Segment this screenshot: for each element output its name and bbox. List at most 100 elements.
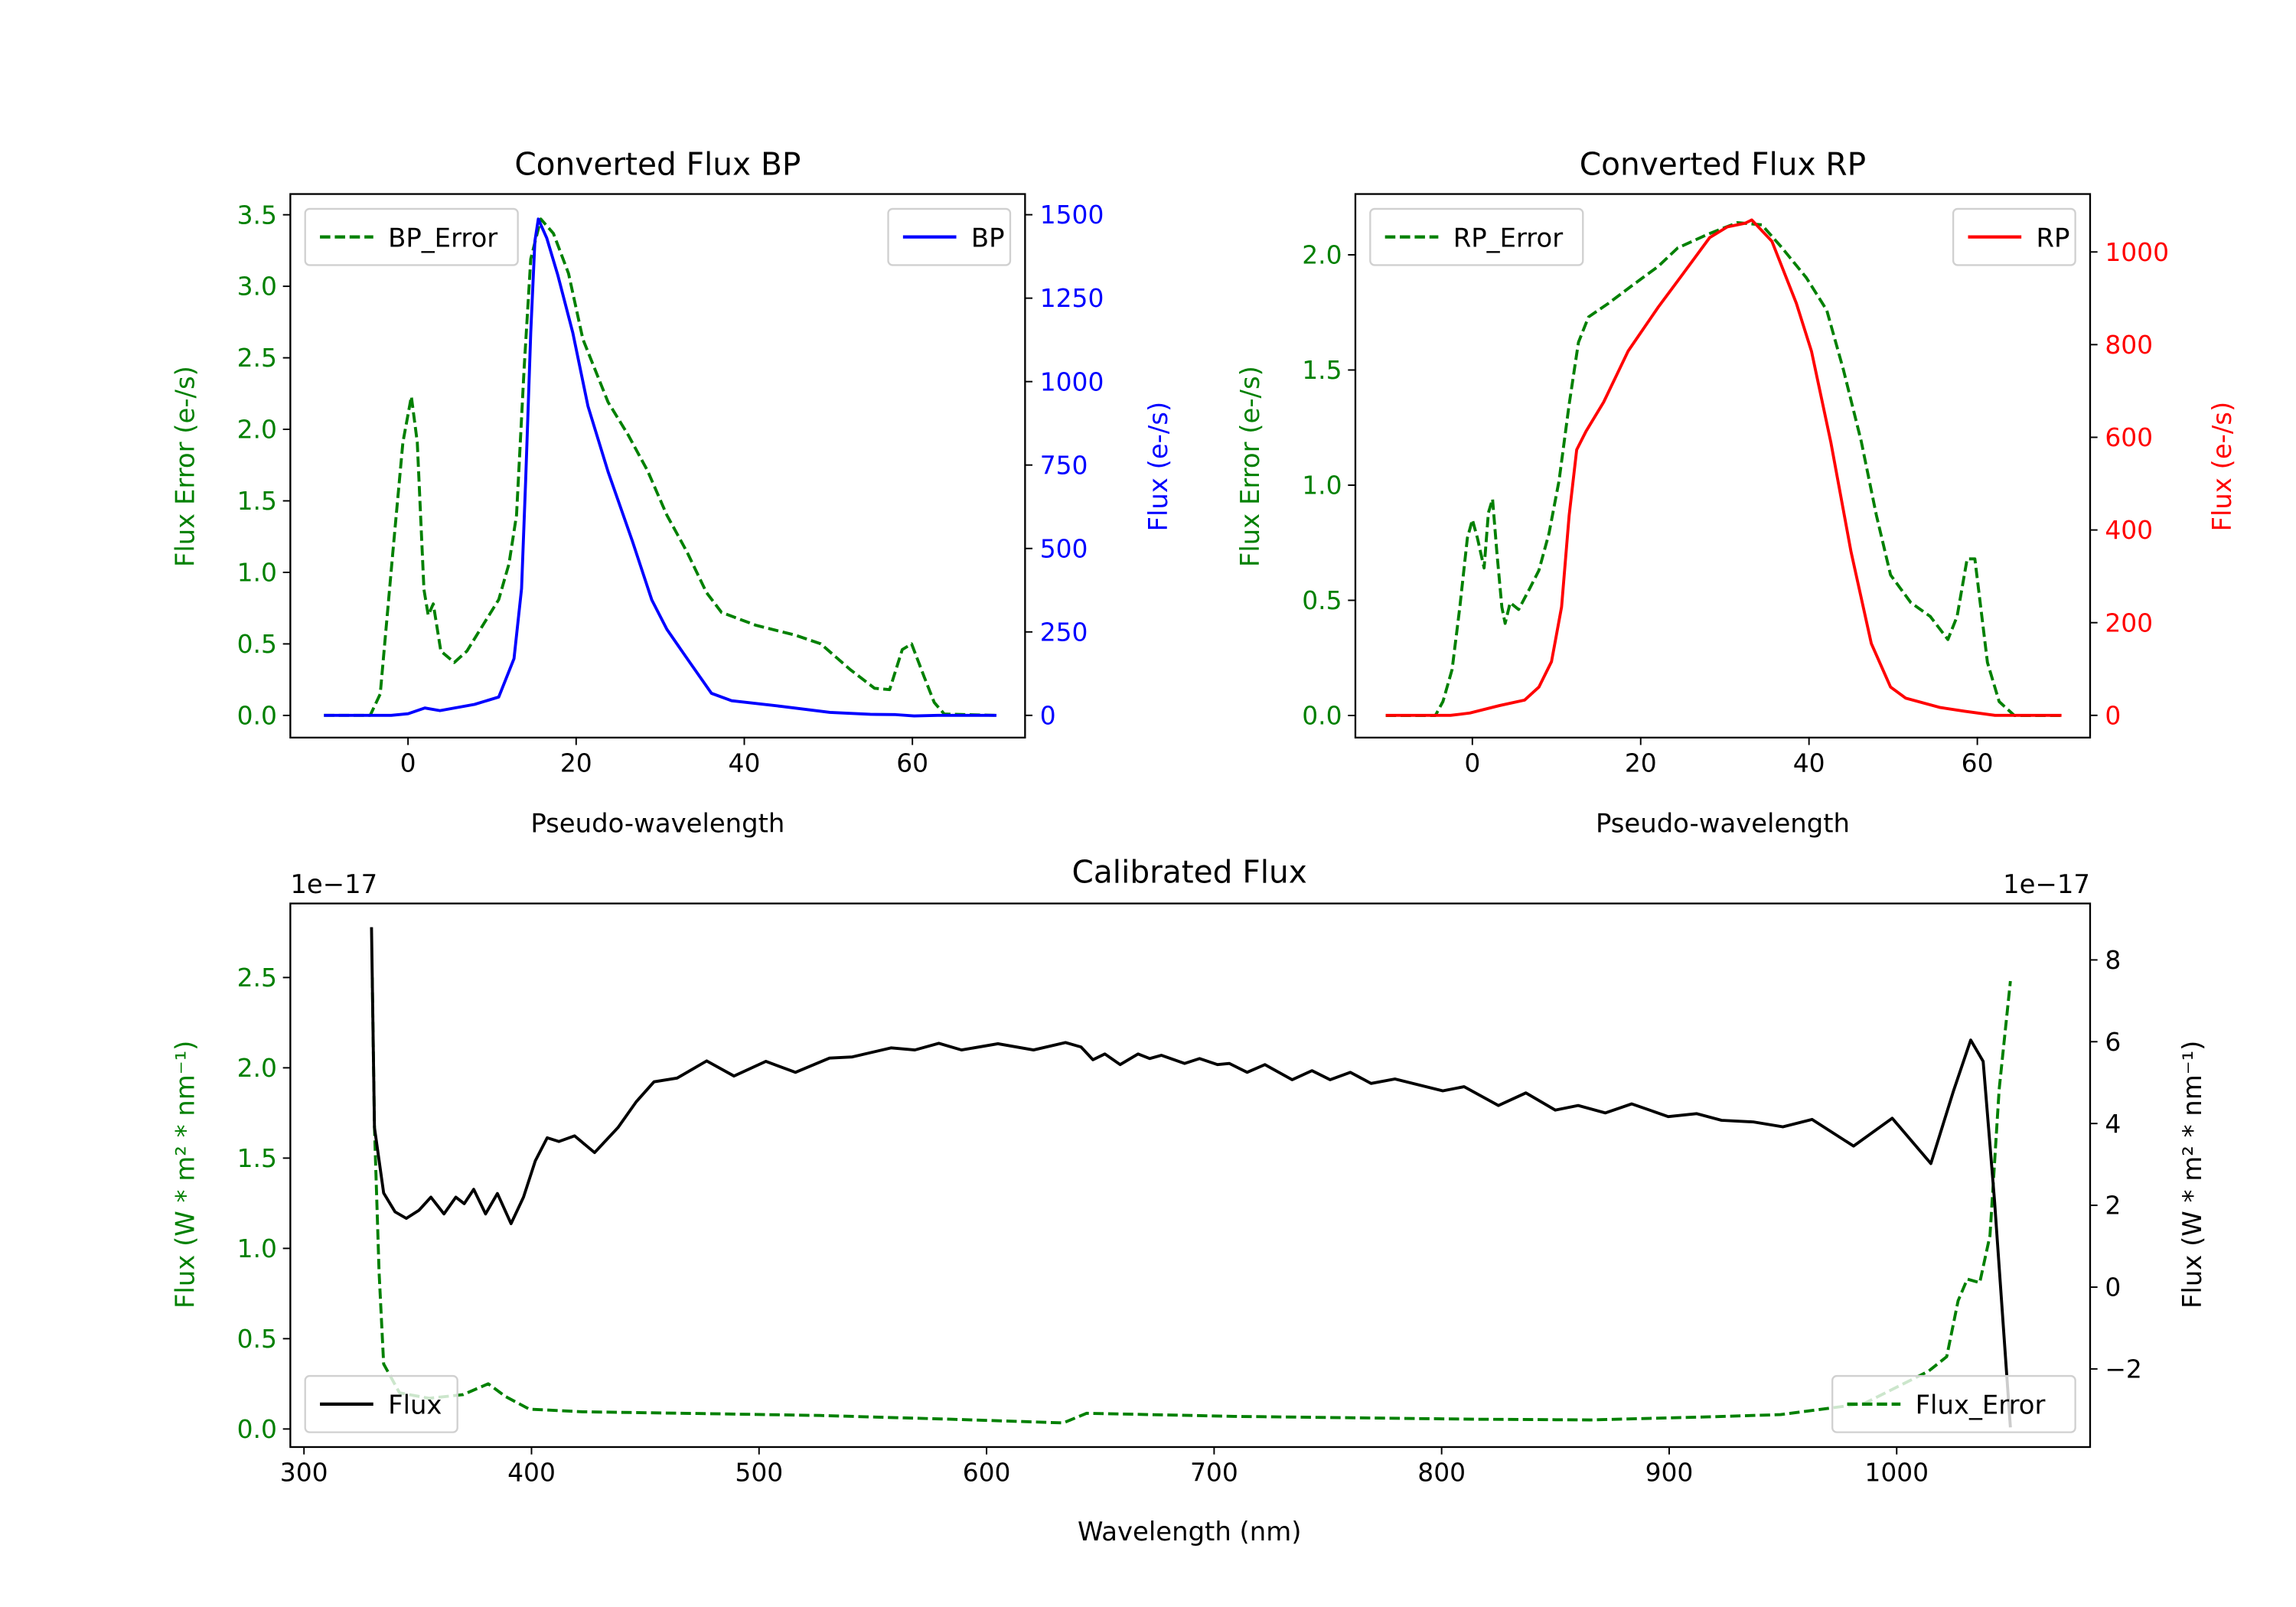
calibrated-left-y-tick-label: 0.5: [237, 1324, 277, 1354]
calibrated-right-y-tick-label: 0: [2105, 1273, 2121, 1302]
rp-left-y-axis-label: Flux Error (e-/s): [1235, 366, 1265, 567]
rp-panel: Converted Flux RP Pseudo-wavelength Flux…: [1235, 145, 2237, 838]
calibrated-plot-area: 300 400 500 600 700 800 900 1000 0.0 0.5 1.0 1.5 2.0…: [237, 902, 2142, 1487]
rp-legend-rp-error: RP_Error: [1369, 207, 1584, 266]
rp-x-tick-label: 0: [1464, 748, 1480, 777]
rp-left-y-tick-label: 2.0: [1302, 240, 1342, 270]
bp-left-y-tick-label: 2.5: [237, 343, 277, 373]
calibrated-x-tick-label: 900: [1645, 1457, 1694, 1487]
calibrated-left-y-tick-label: 2.0: [237, 1053, 277, 1083]
legend-label: RP: [2037, 223, 2070, 253]
legend-label: BP: [971, 223, 1005, 253]
legend-label: BP_Error: [388, 223, 497, 253]
bp-x-tick-label: 20: [560, 748, 592, 777]
calibrated-x-tick-label: 800: [1417, 1457, 1466, 1487]
bp-right-y-tick-label: 250: [1040, 617, 1088, 647]
calibrated-left-y-tick-label: 1.5: [237, 1143, 277, 1173]
calibrated-x-tick-label: 600: [963, 1457, 1011, 1487]
rp-right-y-tick-label: 200: [2105, 608, 2153, 637]
bp-right-y-tick-label: 1500: [1040, 200, 1104, 230]
rp-x-tick-label: 20: [1625, 748, 1657, 777]
calibrated-series-flux: [370, 927, 2012, 1428]
bp-right-y-axis-label: Flux (e-/s): [1143, 402, 1173, 532]
bp-x-tick-label: 40: [729, 748, 761, 777]
calibrated-right-y-tick-label: 2: [2105, 1191, 2121, 1221]
bp-legend-bp-error: BP_Error: [304, 207, 519, 266]
rp-left-y-tick-label: 1.5: [1302, 355, 1342, 385]
bp-left-y-tick-label: 0.5: [237, 629, 277, 659]
bp-right-y-tick-label: 1000: [1040, 367, 1104, 396]
calibrated-right-y-tick-label: 8: [2105, 945, 2121, 975]
calibrated-x-tick-label: 500: [735, 1457, 783, 1487]
calibrated-left-y-axis-label: Flux (W * m² * nm⁻¹): [171, 1041, 201, 1309]
calibrated-x-tick-label: 400: [507, 1457, 556, 1487]
bp-left-y-tick-label: 2.0: [237, 415, 277, 445]
calibrated-right-y-tick-label: −2: [2105, 1354, 2142, 1384]
rp-right-y-tick-label: 800: [2105, 330, 2153, 360]
rp-right-y-tick-label: 0: [2105, 700, 2121, 730]
calibrated-left-y-tick-label: 0.0: [237, 1414, 277, 1444]
calibrated-x-axis-label: Wavelength (nm): [1078, 1517, 1301, 1547]
bp-x-tick-label: 60: [896, 748, 928, 777]
legend-box: [304, 207, 519, 266]
rp-axes-frame: [1354, 193, 2092, 739]
rp-x-tick-label: 40: [1793, 748, 1825, 777]
right-axis-offset-text: 1e−17: [2003, 869, 2090, 899]
legend-box: [1831, 1374, 2076, 1433]
bp-chart-title: Converted Flux BP: [514, 145, 801, 182]
rp-left-y-tick-label: 0.5: [1302, 585, 1342, 615]
rp-left-y-tick-label: 0.0: [1302, 701, 1342, 731]
bp-legend-bp: BP: [887, 207, 1012, 266]
left-axis-offset-text: 1e−17: [290, 869, 377, 899]
calibrated-axes-frame: [289, 902, 2092, 1449]
calibrated-series-flux-error: [370, 977, 2012, 1425]
rp-x-axis-label: Pseudo-wavelength: [1596, 809, 1850, 839]
bp-right-y-tick-label: 1250: [1040, 283, 1104, 313]
calibrated-right-y-tick-label: 4: [2105, 1109, 2121, 1139]
calibrated-legend-flux-error: Flux_Error: [1831, 1374, 2076, 1433]
rp-left-y-tick-label: 1.0: [1302, 471, 1342, 500]
legend-label: RP_Error: [1453, 223, 1563, 253]
legend-box: [304, 1374, 458, 1433]
rp-right-y-axis-label: Flux (e-/s): [2207, 402, 2237, 532]
bp-left-y-tick-label: 3.5: [237, 200, 277, 230]
calibrated-x-tick-label: 300: [280, 1457, 328, 1487]
bp-left-y-tick-label: 1.5: [237, 486, 277, 516]
bp-x-axis-label: Pseudo-wavelength: [530, 809, 784, 839]
bp-panel: Converted Flux BP Pseudo-wavelength Flux…: [171, 145, 1174, 838]
rp-series-rp-error: [1385, 220, 2062, 717]
bp-right-y-tick-label: 500: [1040, 533, 1088, 563]
legend-label: Flux: [388, 1390, 442, 1420]
bp-plot-area: 0 20 40 60 0.0 0.5 1.0 1.5 2.0 2.5 3.0 3.5 0 250 500 75…: [237, 193, 1104, 777]
calibrated-x-tick-label: 700: [1190, 1457, 1238, 1487]
bp-series-bp-error: [324, 217, 997, 717]
legend-label: Flux_Error: [1916, 1390, 2046, 1420]
calibrated-left-y-tick-label: 2.5: [237, 963, 277, 993]
calibrated-legend-flux: Flux: [304, 1374, 458, 1433]
rp-x-tick-label: 60: [1962, 748, 1994, 777]
calibrated-panel: Calibrated Flux Wavelength (nm) Flux (W …: [171, 854, 2208, 1547]
bp-left-y-tick-label: 1.0: [237, 558, 277, 588]
bp-left-y-tick-label: 3.0: [237, 272, 277, 302]
calibrated-chart-title: Calibrated Flux: [1072, 854, 1307, 891]
rp-chart-title: Converted Flux RP: [1580, 145, 1866, 182]
rp-series-rp: [1385, 218, 2062, 717]
bp-right-y-tick-label: 750: [1040, 450, 1088, 480]
rp-right-y-tick-label: 400: [2105, 515, 2153, 545]
calibrated-right-y-tick-label: 6: [2105, 1027, 2121, 1057]
rp-right-y-tick-label: 1000: [2105, 237, 2169, 267]
rp-right-y-tick-label: 600: [2105, 422, 2153, 452]
bp-right-y-tick-label: 0: [1040, 700, 1056, 730]
calibrated-right-y-axis-label: Flux (W * m² * nm⁻¹): [2177, 1041, 2207, 1309]
bp-left-y-tick-label: 0.0: [237, 701, 277, 731]
bp-series-bp: [324, 217, 997, 718]
bp-axes-frame: [289, 193, 1026, 739]
calibrated-left-y-tick-label: 1.0: [237, 1234, 277, 1263]
bp-left-y-axis-label: Flux Error (e-/s): [171, 366, 201, 567]
rp-plot-area: 0 20 40 60 0.0 0.5 1.0 1.5 2.0 0 200 400 600 800 1000 R…: [1302, 193, 2169, 777]
legend-box: [1369, 207, 1584, 266]
rp-legend-rp: RP: [1952, 207, 2076, 266]
bp-x-tick-label: 0: [400, 748, 416, 777]
calibrated-x-tick-label: 1000: [1864, 1457, 1929, 1487]
